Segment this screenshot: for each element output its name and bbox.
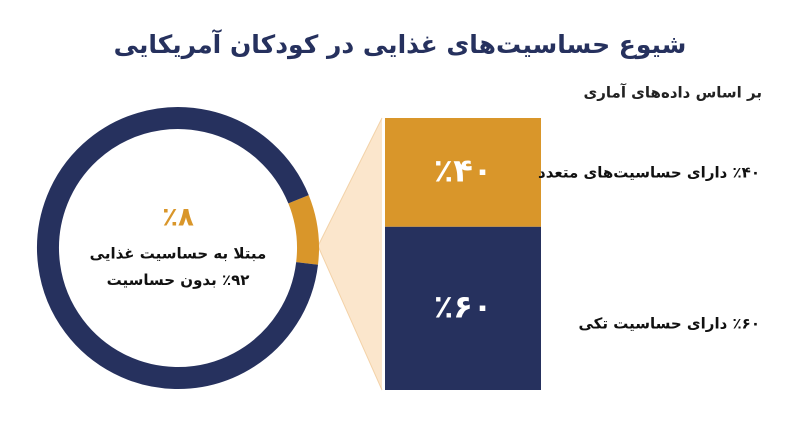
category-label: مبتلا به حساسیت غذایی bbox=[90, 245, 267, 263]
connector bbox=[318, 118, 382, 390]
segment-label: ٪۶۰ دارای حساسیت تکی bbox=[578, 314, 760, 332]
bar-segment bbox=[385, 226, 541, 390]
connector-edge bbox=[317, 117, 383, 247]
donut-slice bbox=[288, 195, 319, 265]
value-label: ٪۴۰ bbox=[733, 163, 760, 181]
subtitle: بر اساس داده‌های آماری bbox=[584, 84, 762, 102]
chart-title: شیوع حساسیت‌های غذایی در کودکان آمریکایی bbox=[114, 29, 687, 60]
category-name: دارای حساسیت تکی bbox=[578, 314, 727, 332]
connector-edge bbox=[317, 245, 383, 391]
value-label: ٪۹۲ bbox=[222, 271, 249, 289]
value-label: ٪۴۰ bbox=[434, 151, 493, 189]
category-name: دارای حساسیت‌های متعدد bbox=[538, 163, 728, 181]
donut-slice bbox=[37, 107, 319, 390]
category-name: بدون حساسیت bbox=[107, 271, 217, 289]
value-label: ٪۶۰ bbox=[733, 314, 760, 332]
bar-segment bbox=[385, 118, 541, 227]
value-label: ٪۸ bbox=[162, 203, 194, 233]
category-label: ٪۹۲ بدون حساسیت bbox=[107, 271, 250, 289]
segment-label: ٪۴۰ دارای حساسیت‌های متعدد bbox=[538, 163, 760, 181]
value-label: ٪۶۰ bbox=[434, 287, 493, 325]
